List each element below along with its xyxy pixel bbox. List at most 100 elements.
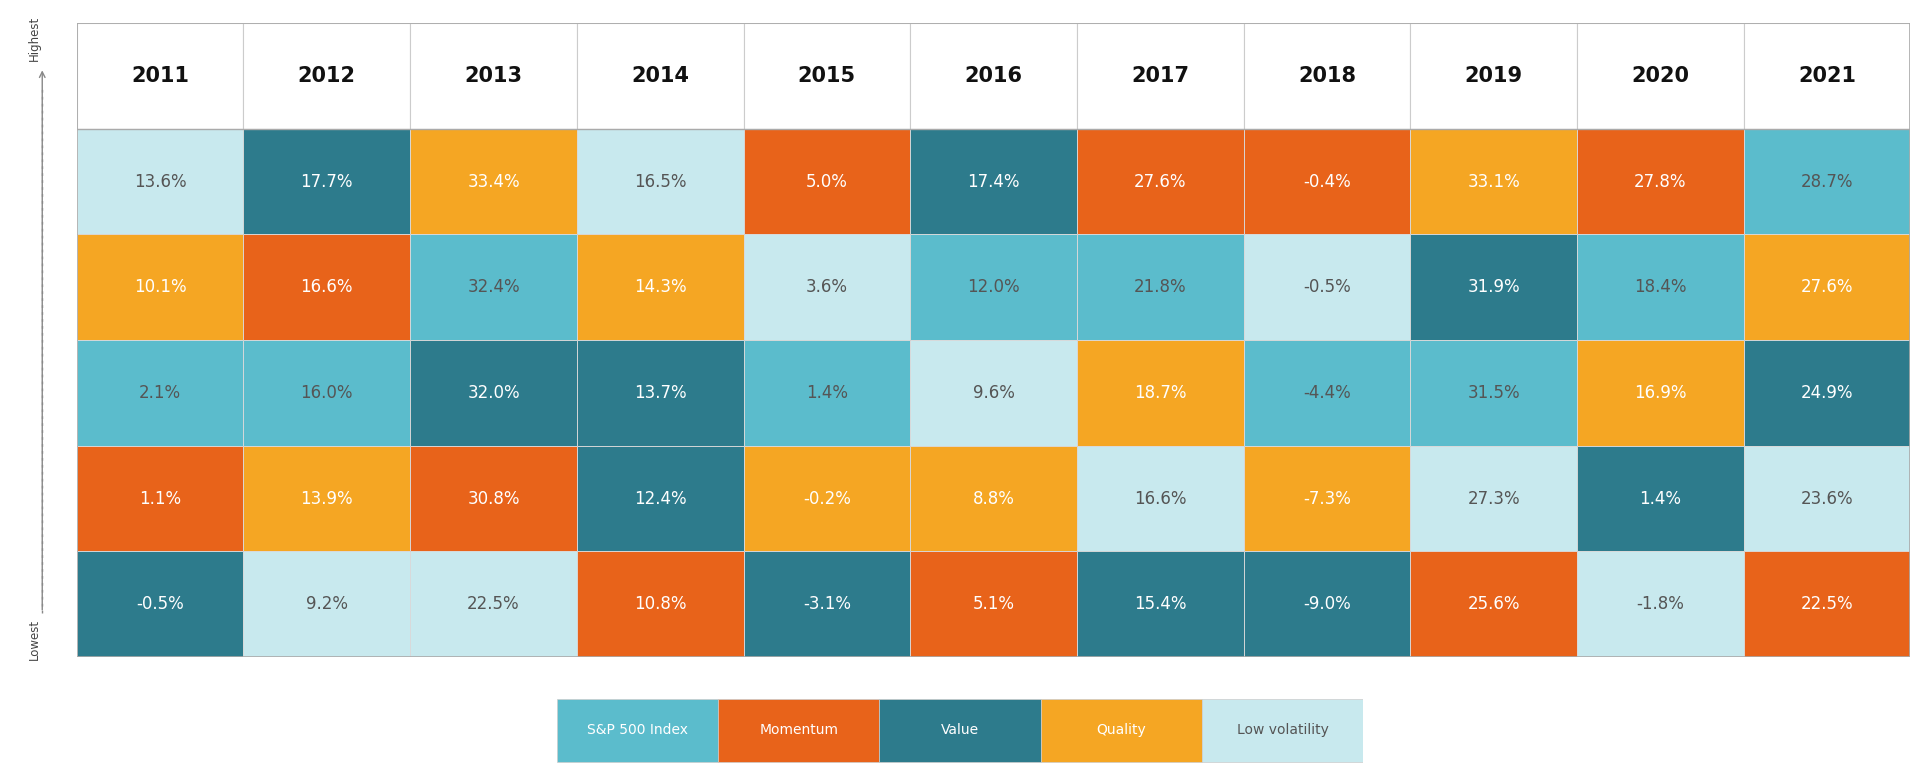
Text: 12.4%: 12.4% <box>634 489 687 508</box>
Text: 17.4%: 17.4% <box>968 172 1020 191</box>
Text: 12.0%: 12.0% <box>968 278 1020 296</box>
Text: 32.4%: 32.4% <box>467 278 520 296</box>
Text: -9.0%: -9.0% <box>1304 595 1352 613</box>
Text: 21.8%: 21.8% <box>1135 278 1187 296</box>
Text: 2014: 2014 <box>632 66 689 86</box>
Bar <box>910 129 1077 234</box>
Text: 9.6%: 9.6% <box>973 384 1014 402</box>
Bar <box>1041 699 1202 762</box>
Bar <box>1077 129 1244 234</box>
Bar <box>1743 340 1910 446</box>
Bar <box>1743 446 1910 551</box>
Bar <box>1244 234 1411 340</box>
Text: 2020: 2020 <box>1632 66 1690 86</box>
Bar <box>743 23 910 129</box>
Bar <box>411 340 576 446</box>
Bar <box>576 551 743 657</box>
Text: 16.0%: 16.0% <box>301 384 353 402</box>
Text: 2.1%: 2.1% <box>138 384 180 402</box>
Bar <box>743 129 910 234</box>
Bar <box>1411 446 1576 551</box>
Text: Low volatility: Low volatility <box>1236 724 1329 737</box>
Bar <box>576 340 743 446</box>
Text: 8.8%: 8.8% <box>973 489 1014 508</box>
Text: 5.0%: 5.0% <box>806 172 849 191</box>
Text: 15.4%: 15.4% <box>1135 595 1187 613</box>
Text: -0.2%: -0.2% <box>803 489 851 508</box>
Bar <box>910 234 1077 340</box>
Bar <box>910 551 1077 657</box>
Text: 23.6%: 23.6% <box>1801 489 1853 508</box>
Bar <box>244 551 411 657</box>
Text: 2021: 2021 <box>1797 66 1857 86</box>
Bar <box>411 23 576 129</box>
Text: 2013: 2013 <box>465 66 522 86</box>
Text: 33.4%: 33.4% <box>467 172 520 191</box>
Bar <box>77 446 244 551</box>
Text: 27.6%: 27.6% <box>1135 172 1187 191</box>
Text: 3.6%: 3.6% <box>806 278 849 296</box>
Text: 2017: 2017 <box>1131 66 1188 86</box>
Text: Highest: Highest <box>29 16 40 61</box>
Text: 1.1%: 1.1% <box>138 489 180 508</box>
Text: 27.3%: 27.3% <box>1467 489 1521 508</box>
Text: 5.1%: 5.1% <box>973 595 1014 613</box>
Bar <box>1743 129 1910 234</box>
Bar <box>411 551 576 657</box>
Text: 31.5%: 31.5% <box>1467 384 1521 402</box>
Bar <box>743 234 910 340</box>
Bar <box>77 340 244 446</box>
Text: 18.4%: 18.4% <box>1634 278 1686 296</box>
Text: Quality: Quality <box>1096 724 1146 737</box>
Bar <box>1576 234 1743 340</box>
Text: -4.4%: -4.4% <box>1304 384 1352 402</box>
Text: Momentum: Momentum <box>758 724 839 737</box>
Bar <box>1743 234 1910 340</box>
Bar <box>1411 340 1576 446</box>
Bar <box>1077 446 1244 551</box>
Text: 27.6%: 27.6% <box>1801 278 1853 296</box>
Bar <box>1244 446 1411 551</box>
Text: 10.1%: 10.1% <box>134 278 186 296</box>
Bar <box>1576 340 1743 446</box>
Bar <box>1077 234 1244 340</box>
Text: 2018: 2018 <box>1298 66 1356 86</box>
Bar <box>576 129 743 234</box>
Text: 16.6%: 16.6% <box>1135 489 1187 508</box>
Text: 2015: 2015 <box>799 66 856 86</box>
Text: 14.3%: 14.3% <box>634 278 687 296</box>
Text: 2019: 2019 <box>1465 66 1523 86</box>
Bar <box>77 129 244 234</box>
Text: 22.5%: 22.5% <box>467 595 520 613</box>
Text: 24.9%: 24.9% <box>1801 384 1853 402</box>
Text: Value: Value <box>941 724 979 737</box>
Text: 13.7%: 13.7% <box>634 384 687 402</box>
Text: -7.3%: -7.3% <box>1304 489 1352 508</box>
Bar <box>1576 551 1743 657</box>
Bar <box>1244 23 1411 129</box>
Bar <box>1411 23 1576 129</box>
Bar <box>557 699 718 762</box>
Bar <box>1077 23 1244 129</box>
Text: 25.6%: 25.6% <box>1467 595 1521 613</box>
Text: 13.9%: 13.9% <box>301 489 353 508</box>
Bar <box>244 340 411 446</box>
Bar <box>411 446 576 551</box>
Bar <box>77 234 244 340</box>
Text: 28.7%: 28.7% <box>1801 172 1853 191</box>
Bar <box>411 234 576 340</box>
Text: 31.9%: 31.9% <box>1467 278 1521 296</box>
Bar <box>576 23 743 129</box>
Bar <box>244 129 411 234</box>
Bar <box>743 446 910 551</box>
Text: 10.8%: 10.8% <box>634 595 687 613</box>
Text: 16.6%: 16.6% <box>301 278 353 296</box>
Text: 9.2%: 9.2% <box>305 595 348 613</box>
Bar <box>1576 23 1743 129</box>
Bar <box>1202 699 1363 762</box>
Text: -0.4%: -0.4% <box>1304 172 1352 191</box>
Text: 2012: 2012 <box>298 66 355 86</box>
Text: 17.7%: 17.7% <box>301 172 353 191</box>
Bar <box>1077 340 1244 446</box>
Text: -0.5%: -0.5% <box>136 595 184 613</box>
